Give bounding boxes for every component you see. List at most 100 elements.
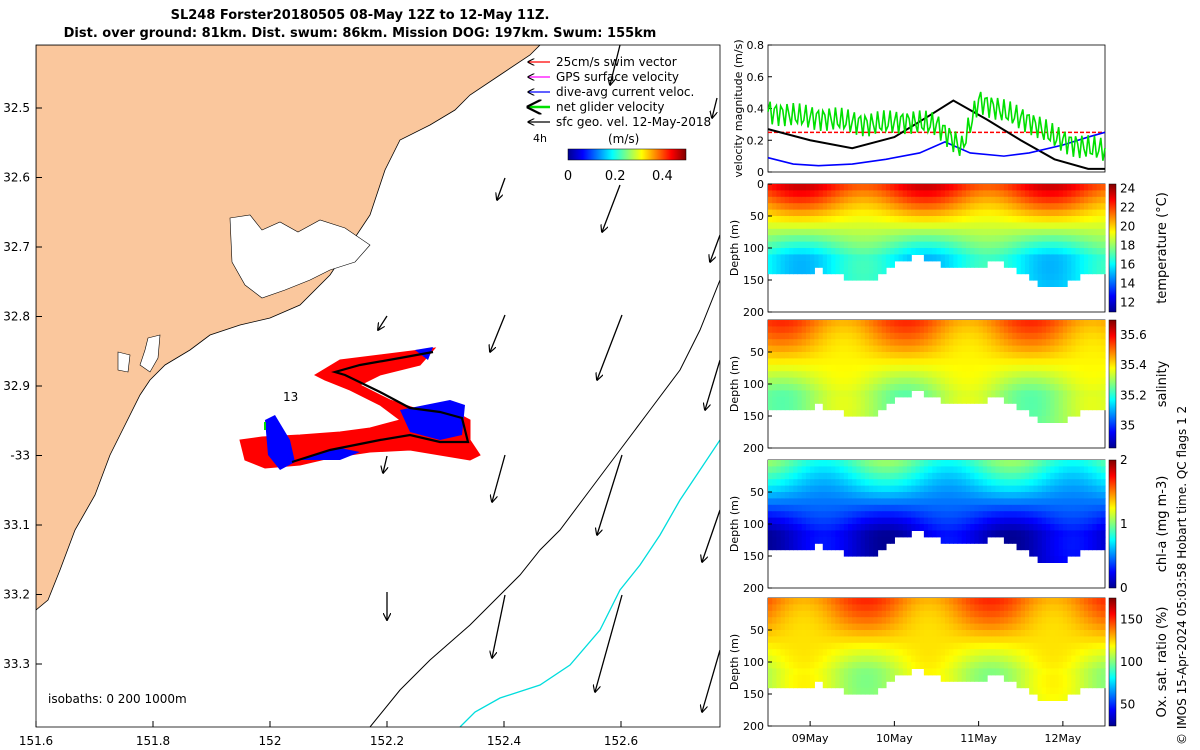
section-cell	[915, 524, 921, 531]
section-cell	[1020, 364, 1026, 372]
section-cell	[919, 345, 925, 353]
section-cell	[848, 674, 853, 682]
section-cell	[1041, 339, 1047, 347]
section-cell	[919, 332, 925, 340]
section-cell	[1067, 267, 1072, 275]
section-cell	[793, 598, 799, 605]
section-cell	[1037, 492, 1043, 499]
section-cell	[944, 326, 950, 334]
section-cell	[898, 642, 904, 650]
section-cell	[1012, 203, 1018, 211]
section-cell	[940, 196, 946, 204]
section-cell	[852, 320, 858, 327]
section-cell	[932, 184, 938, 191]
section-cell	[1092, 649, 1098, 657]
section-cell	[1012, 320, 1018, 327]
section-cell	[885, 326, 891, 334]
section-cell	[928, 623, 933, 631]
section-cell	[1096, 472, 1102, 480]
section-cell	[957, 630, 963, 637]
section-cell	[835, 604, 841, 612]
section-cell	[814, 254, 820, 262]
section-cell	[1092, 358, 1098, 366]
section-cell	[911, 466, 917, 474]
section-cell	[797, 511, 803, 519]
section-cell	[1046, 248, 1051, 255]
section-cell	[1067, 460, 1072, 467]
section-cell	[768, 674, 773, 682]
section-cell	[1037, 364, 1043, 372]
section-cell	[1016, 339, 1022, 347]
section-cell	[1037, 687, 1043, 695]
section-cell	[953, 504, 959, 512]
section-cell	[923, 371, 929, 379]
section-cell	[1033, 377, 1039, 385]
section-cell	[1088, 662, 1093, 669]
section-cell	[1054, 235, 1060, 243]
section-cell	[885, 604, 891, 612]
section-cell	[911, 209, 917, 217]
section-cell	[898, 254, 904, 262]
section-cell	[1037, 248, 1043, 255]
section-cell	[835, 332, 841, 340]
section-cell	[940, 485, 946, 493]
section-cell	[923, 642, 929, 650]
section-cell	[835, 636, 841, 644]
section-cell	[944, 377, 950, 385]
section-cell	[1058, 649, 1064, 657]
section-cell	[1054, 339, 1060, 347]
section-cell	[1075, 358, 1081, 366]
section-cell	[793, 339, 799, 347]
section-cell	[1067, 235, 1072, 243]
section-cell	[961, 668, 967, 676]
section-cell	[999, 377, 1005, 385]
section-cell	[1058, 209, 1064, 217]
section-cell	[772, 466, 778, 474]
section-cell	[831, 190, 836, 198]
section-cell	[949, 326, 954, 334]
section-cell	[860, 358, 866, 366]
section-cell	[987, 623, 992, 631]
section-cell	[965, 371, 971, 379]
section-cell	[1033, 668, 1039, 676]
section-cell	[991, 668, 997, 676]
section-cell	[768, 184, 773, 191]
section-cell	[890, 228, 895, 236]
section-cell	[1058, 556, 1064, 563]
section-cell	[814, 460, 820, 467]
section-cell	[928, 196, 933, 204]
section-cell	[835, 235, 841, 243]
section-cell	[772, 203, 778, 211]
section-cell	[1054, 371, 1060, 379]
section-cell	[1067, 222, 1072, 230]
section-cell	[902, 485, 908, 493]
section-cell	[1079, 235, 1085, 243]
section-cell	[843, 668, 849, 676]
section-cell	[801, 662, 807, 669]
section-cell	[772, 377, 778, 385]
section-cell	[961, 377, 967, 385]
section-cell	[965, 617, 971, 625]
section-cell	[965, 598, 971, 605]
section-cell	[852, 396, 858, 404]
section-cell	[1037, 662, 1043, 669]
section-cell	[928, 364, 933, 372]
section-cell	[940, 460, 946, 467]
section-cell	[822, 492, 828, 499]
section-cell	[772, 326, 778, 334]
section-cell	[1079, 326, 1085, 334]
section-cell	[919, 636, 925, 644]
section-cell	[978, 364, 984, 372]
section-cell	[1024, 326, 1030, 334]
section-cell	[970, 260, 976, 268]
section-cell	[869, 396, 874, 404]
section-cell	[1046, 630, 1051, 637]
section-cell	[936, 216, 942, 223]
section-cell	[890, 248, 895, 255]
section-cell	[957, 485, 963, 493]
section-cell	[856, 511, 862, 519]
section-cell	[1029, 384, 1034, 391]
section-cell	[965, 649, 971, 657]
section-cell	[768, 260, 773, 268]
section-cell	[1046, 479, 1051, 487]
